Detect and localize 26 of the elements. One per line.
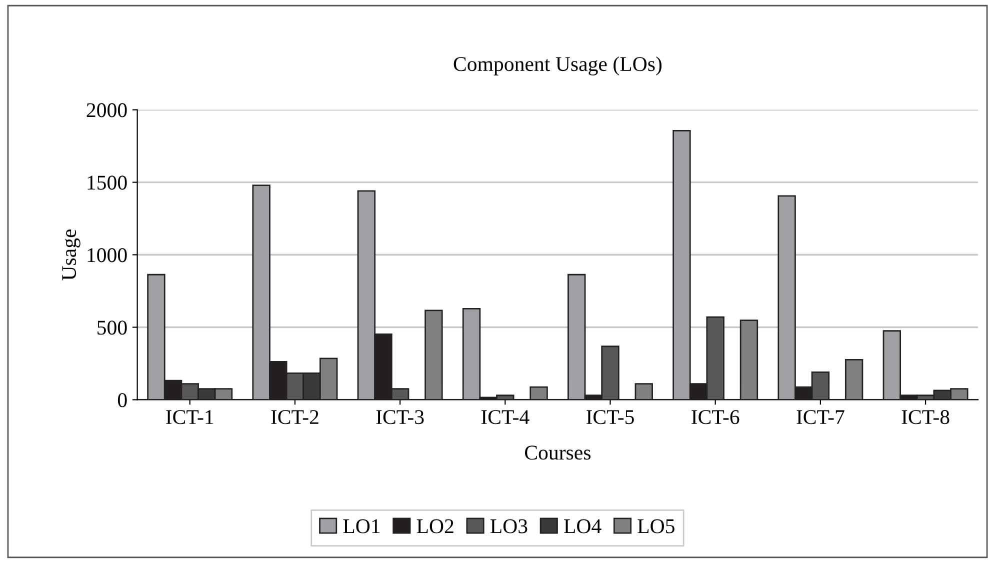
x-tick-label: ICT-8: [902, 410, 950, 424]
legend-label: LO3: [490, 519, 528, 534]
x-tick-label: ICT-1: [166, 410, 214, 424]
x-tick-label: ICT-7: [796, 410, 844, 424]
x-tick-label: ICT-4: [481, 410, 530, 424]
legend-label: LO1: [343, 519, 380, 534]
y-axis-title: Usage: [62, 229, 80, 280]
y-tick-label: 0: [118, 393, 127, 408]
bar: [530, 386, 548, 400]
bar: [634, 383, 653, 400]
x-tick-label: ICT-3: [376, 410, 424, 424]
x-tick-label: ICT-2: [271, 410, 318, 424]
bar: [424, 310, 443, 400]
y-tick-label: 500: [98, 320, 127, 335]
y-tick-label: 2000: [86, 103, 127, 118]
bar: [740, 320, 758, 400]
y-tick-label: 1500: [88, 176, 127, 190]
legend-label: LO4: [564, 519, 602, 534]
legend-label: LO5: [638, 519, 674, 534]
legend-label: LO2: [416, 519, 454, 534]
x-axis-title: Courses: [524, 446, 591, 460]
bar: [844, 359, 864, 400]
y-tick-label: 1000: [88, 248, 127, 262]
x-tick-label: ICT-6: [692, 410, 740, 424]
x-tick-label: ICT-5: [586, 410, 634, 424]
chart-title: Component Usage (LOs): [454, 56, 662, 76]
